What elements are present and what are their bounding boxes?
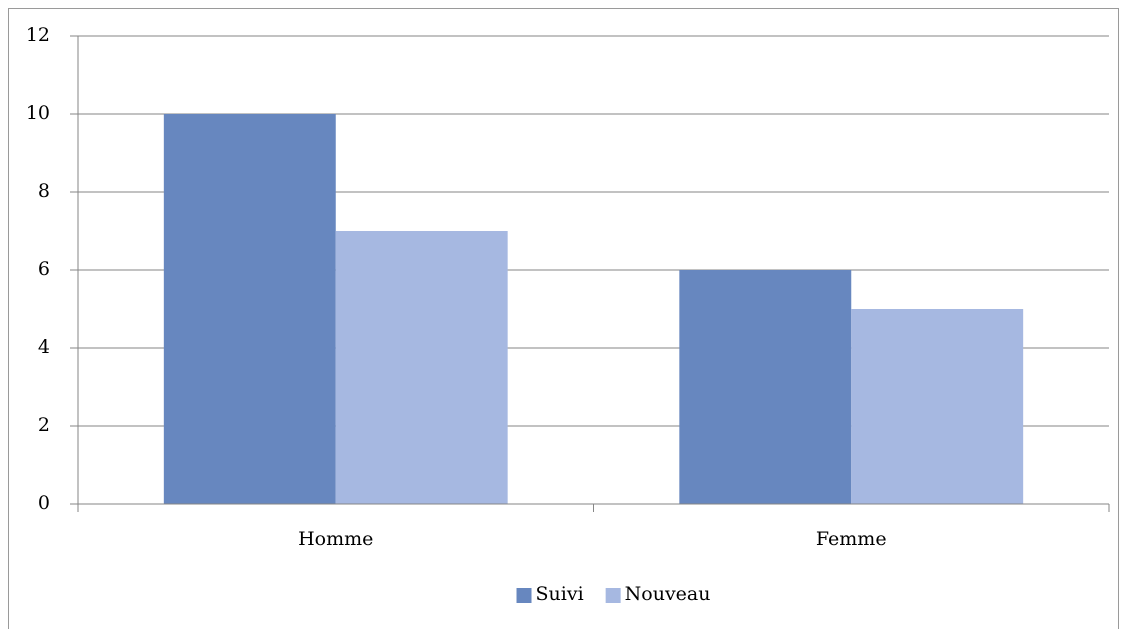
bar xyxy=(163,114,336,504)
x-tick-label: Femme xyxy=(816,528,887,550)
bar xyxy=(679,270,852,504)
x-tick-label: Homme xyxy=(298,528,373,550)
legend-label: Suivi xyxy=(536,583,584,605)
legend-swatch xyxy=(516,588,532,603)
bar xyxy=(335,231,508,504)
legend-label: Nouveau xyxy=(625,583,711,605)
y-tick-label: 6 xyxy=(38,258,50,280)
y-tick-label: 12 xyxy=(26,24,50,46)
bar xyxy=(851,309,1024,504)
y-tick-label: 0 xyxy=(38,492,50,514)
y-tick-label: 8 xyxy=(38,180,50,202)
y-tick-label: 10 xyxy=(26,102,50,124)
y-tick-label: 4 xyxy=(38,336,50,358)
y-tick-label: 2 xyxy=(38,414,50,436)
legend-swatch xyxy=(605,588,621,603)
chart-border xyxy=(8,8,1119,629)
